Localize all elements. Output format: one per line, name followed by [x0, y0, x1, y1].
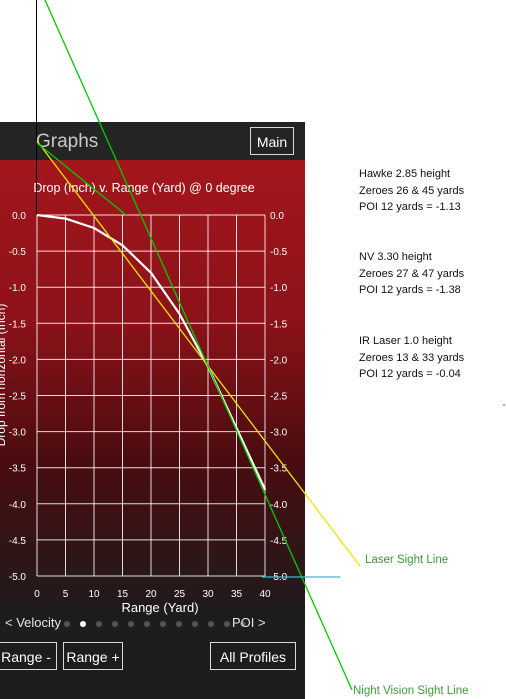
note-line: POI 12 yards = -1.38 — [359, 284, 461, 296]
page-dot[interactable] — [224, 621, 230, 627]
page-dot[interactable] — [144, 621, 150, 627]
note-line: NV 3.30 height — [359, 251, 432, 263]
y-tick-label-left: 0.0 — [12, 211, 26, 222]
note-line: Zeroes 26 & 45 yards — [359, 184, 465, 197]
page-dot[interactable] — [128, 621, 134, 627]
note-line: POI 12 yards = -0.04 — [359, 368, 461, 380]
y-axis-label: Drop from horizontal (Inch) — [0, 304, 8, 447]
y-tick-label-right: -1.0 — [270, 283, 288, 294]
y-tick-label-right: -3.0 — [270, 428, 288, 439]
drop-curve-point — [93, 227, 95, 229]
note-line: Zeroes 13 & 33 yards — [359, 351, 465, 364]
y-tick-label-left: -3.0 — [9, 428, 27, 439]
y-tick-label-left: -4.0 — [9, 500, 27, 511]
page-title: Graphs — [36, 131, 99, 152]
drop-curve-point — [121, 244, 124, 247]
x-tick-label: 10 — [88, 589, 100, 600]
velocity-link[interactable]: < Velocity — [5, 615, 62, 630]
x-tick-label: 0 — [34, 589, 40, 600]
range-plus-button[interactable]: Range + — [63, 642, 123, 670]
x-tick-label: 40 — [259, 589, 271, 600]
x-tick-label: 15 — [117, 589, 129, 600]
y-tick-label-left: -5.0 — [9, 572, 27, 583]
note-line: Hawke 2.85 height — [359, 168, 451, 180]
x-axis-label: Range (Yard) — [121, 600, 198, 615]
y-tick-label-left: -2.0 — [9, 355, 27, 366]
y-tick-label-left: -4.5 — [9, 536, 27, 547]
y-tick-label-right: -2.0 — [270, 355, 288, 366]
y-tick-label-right: -0.5 — [270, 247, 288, 258]
y-tick-label-left: -1.5 — [9, 319, 27, 330]
page-dot[interactable] — [176, 621, 182, 627]
main-button[interactable]: Main — [250, 127, 294, 155]
y-tick-label-right: -1.5 — [270, 319, 288, 330]
y-tick-label-left: -2.5 — [9, 392, 27, 403]
page-dot[interactable] — [160, 621, 166, 627]
note-line: POI 12 yards = -1.13 — [359, 201, 461, 213]
y-tick-label-left: -1.0 — [9, 283, 27, 294]
y-tick-label-left: -3.5 — [9, 464, 27, 475]
page-dot[interactable] — [208, 621, 214, 627]
range-minus-button[interactable]: Range - — [0, 642, 57, 670]
y-tick-label-left: -0.5 — [9, 247, 27, 258]
x-tick-label: 35 — [231, 589, 243, 600]
note-line: IR Laser 1.0 height — [359, 335, 452, 347]
x-tick-label: 5 — [63, 589, 69, 600]
stray-dot — [503, 404, 505, 406]
drop-chart: Drop (Inch) v. Range (Yard) @ 0 degree 0… — [0, 181, 288, 615]
page-dot[interactable] — [80, 621, 86, 627]
drop-curve-point — [64, 217, 67, 220]
page-dot[interactable] — [112, 621, 118, 627]
laser-sight-line-label: Laser Sight Line — [365, 554, 449, 566]
page-dot[interactable] — [240, 621, 246, 627]
pager: < Velocity POI > — [0, 614, 305, 638]
y-tick-label-right: -2.5 — [270, 392, 288, 403]
y-tick-label-right: -4.5 — [270, 536, 288, 547]
laser-sight-line — [36, 140, 361, 567]
x-tick-label: 20 — [145, 589, 157, 600]
night-vision-sight-line — [44, 0, 353, 691]
drop-curve-point — [178, 313, 181, 315]
y-tick-label-right: -4.0 — [270, 500, 288, 511]
chart-ticks: 0 5 10 15 20 25 30 35 40 0.0 0.0 -0.5 -0.5 -1.0 -1.0 -1… — [9, 211, 288, 600]
chart-grid — [36, 214, 266, 577]
night-vision-sight-line-label: Night Vision Sight Line — [353, 685, 469, 697]
poi-link[interactable]: POI > — [232, 615, 266, 630]
nv-note: NV 3.30 height Zeroes 27 & 47 yards POI … — [359, 249, 464, 299]
app-screen: Graphs Main Drop (Inch) v. Range (Yard) … — [0, 122, 305, 699]
all-profiles-button[interactable]: All Profiles — [210, 642, 296, 670]
nv-upper-segment — [36, 142, 127, 216]
y-tick-label-right: -3.5 — [270, 464, 288, 475]
chart-background — [0, 160, 305, 620]
y-tick-label-right: 0.0 — [270, 211, 284, 222]
drop-curve-point — [264, 488, 266, 491]
page-dot[interactable] — [64, 621, 70, 627]
x-tick-label: 25 — [174, 589, 186, 600]
page-dot[interactable] — [192, 621, 198, 627]
page-dot[interactable] — [96, 621, 102, 627]
drop-curve-point — [150, 271, 152, 274]
x-tick-label: 30 — [202, 589, 214, 600]
hawke-note: Hawke 2.85 height Zeroes 26 & 45 yards P… — [359, 166, 464, 216]
ir-laser-note: IR Laser 1.0 height Zeroes 13 & 33 yards… — [359, 333, 464, 383]
note-line: Zeroes 27 & 47 yards — [359, 267, 465, 280]
